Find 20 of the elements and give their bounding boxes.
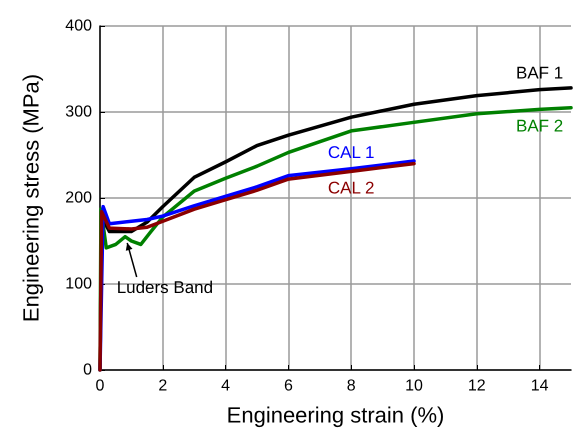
y-tick-label: 300 (65, 104, 92, 120)
x-tick-label: 14 (530, 378, 549, 394)
y-tick-label: 200 (65, 190, 92, 206)
x-tick-label: 2 (158, 378, 168, 394)
y-axis-title: Engineering stress (MPa) (18, 74, 44, 322)
series-label: BAF 2 (516, 116, 564, 136)
x-tick-label: 8 (346, 378, 356, 394)
series-label: CAL 1 (328, 142, 375, 162)
series-label: CAL 2 (328, 178, 375, 198)
series-label: BAF 1 (516, 64, 564, 83)
y-tick-label: 400 (65, 18, 92, 34)
x-axis-title: Engineering strain (%) (226, 402, 444, 428)
x-tick-label: 12 (468, 378, 486, 394)
x-tick-label: 4 (221, 378, 230, 394)
x-tick-label: 10 (405, 378, 423, 394)
annotation: Luders Band (116, 278, 214, 297)
x-tick-label: 6 (284, 378, 293, 394)
x-tick-label: 0 (96, 378, 105, 394)
y-tick-label: 100 (65, 276, 92, 292)
y-tick-label: 0 (83, 362, 92, 378)
